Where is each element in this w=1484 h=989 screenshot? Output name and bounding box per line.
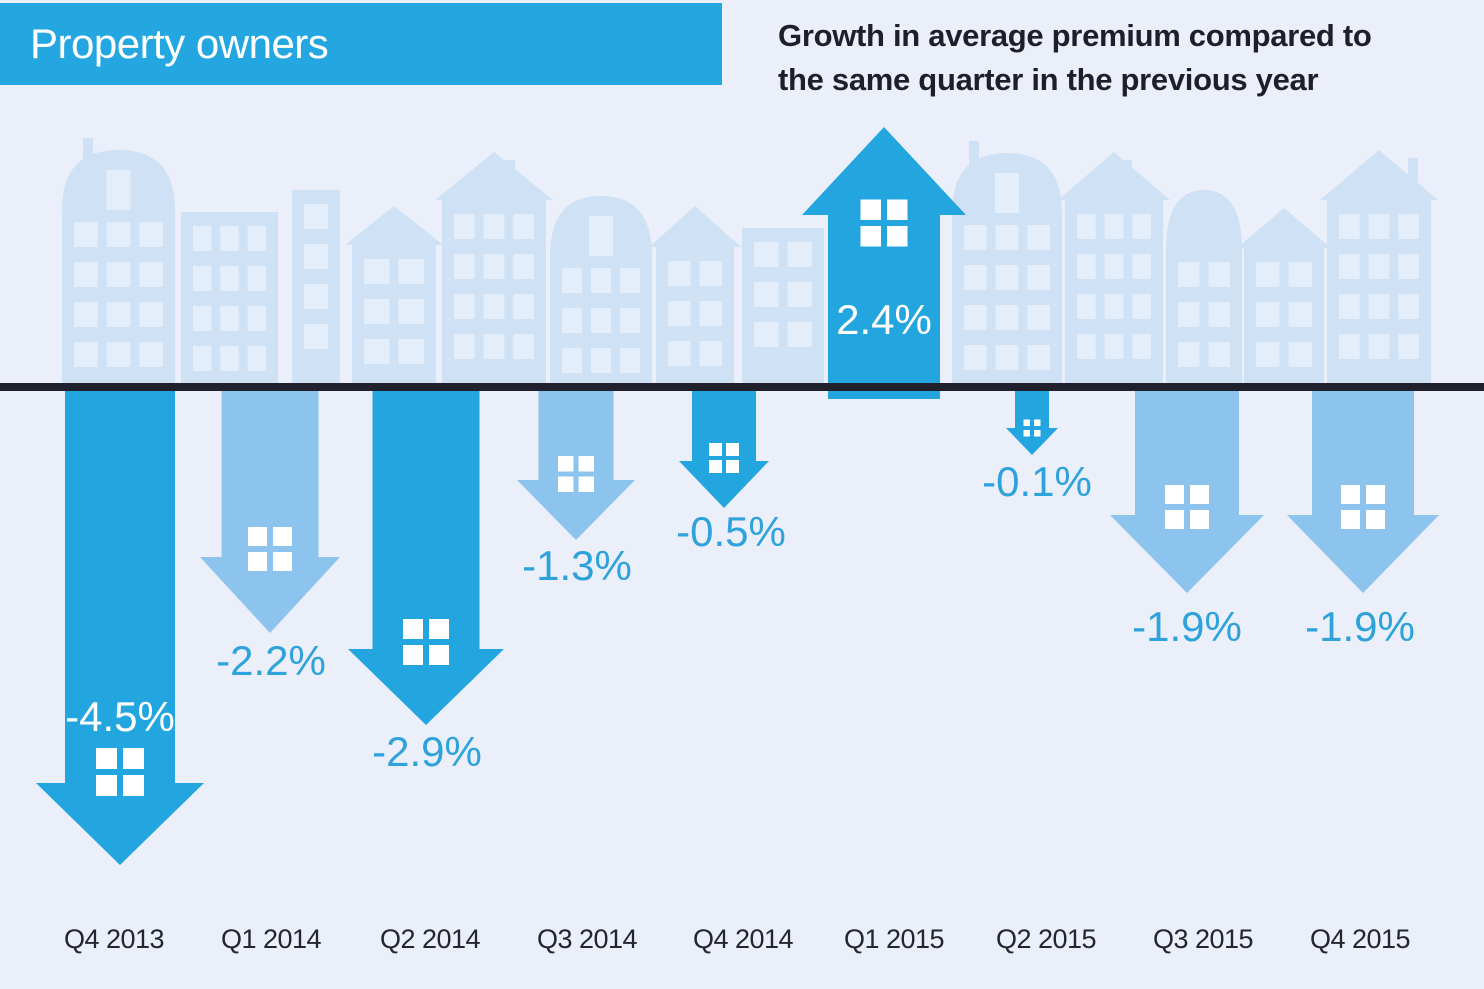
x-axis-label: Q2 2015 xyxy=(995,924,1097,954)
arrow-q2-2014: -2.9% xyxy=(348,383,504,775)
value-label: -0.1% xyxy=(982,458,1092,505)
building-silhouette xyxy=(1320,150,1438,383)
house-window-icon xyxy=(1023,419,1041,437)
chart-title: Growth in average premium compared to th… xyxy=(778,14,1468,102)
house-window-icon xyxy=(1165,485,1209,529)
house-window-icon xyxy=(403,619,449,665)
arrow-q4-2014: -0.5% xyxy=(676,383,786,555)
value-label: -2.9% xyxy=(372,728,482,775)
value-label: 2.4% xyxy=(836,296,932,343)
x-axis-label: Q2 2014 xyxy=(379,924,481,954)
x-axis-label: Q1 2015 xyxy=(843,924,945,954)
building-silhouette xyxy=(550,196,652,383)
x-axis-label: Q4 2013 xyxy=(63,924,165,954)
building-silhouette xyxy=(292,190,340,383)
house-window-icon xyxy=(96,748,144,796)
building-silhouette xyxy=(649,206,741,383)
arrow-q2-2015: -0.1% xyxy=(982,383,1092,505)
building-silhouette xyxy=(62,138,175,383)
value-label: -2.2% xyxy=(216,637,326,684)
chart-title-line2: the same quarter in the previous year xyxy=(778,62,1319,97)
house-window-icon xyxy=(860,199,908,247)
chart-title-line1: Growth in average premium compared to xyxy=(778,18,1372,53)
value-label: -1.9% xyxy=(1132,603,1242,650)
building-silhouette xyxy=(345,206,443,383)
x-axis-label: Q1 2014 xyxy=(220,924,322,954)
building-silhouette xyxy=(742,228,824,383)
value-label: -1.9% xyxy=(1305,603,1415,650)
arrow-q1-2014: -2.2% xyxy=(200,383,340,684)
building-silhouette xyxy=(181,212,278,383)
x-axis-label: Q3 2014 xyxy=(536,924,638,954)
value-label: -0.5% xyxy=(676,508,786,555)
x-axis-label: Q4 2015 xyxy=(1309,924,1411,954)
x-axis-label: Q3 2015 xyxy=(1152,924,1254,954)
building-silhouette xyxy=(1166,190,1242,383)
arrow-q4-2015: -1.9% xyxy=(1287,383,1439,650)
building-silhouette xyxy=(1237,208,1331,383)
house-window-icon xyxy=(558,456,594,492)
arrow-q3-2015: -1.9% xyxy=(1110,383,1264,650)
banner-title: Property owners xyxy=(30,20,329,67)
x-axis-label: Q4 2014 xyxy=(692,924,794,954)
building-silhouette xyxy=(1058,152,1170,383)
banner: Property owners xyxy=(0,3,722,85)
zero-baseline xyxy=(0,383,1484,391)
arrow-q3-2014: -1.3% xyxy=(517,383,635,589)
house-window-icon xyxy=(709,443,739,473)
house-window-icon xyxy=(248,527,292,571)
building-silhouette xyxy=(952,141,1062,383)
value-label: -1.3% xyxy=(522,542,632,589)
building-silhouette xyxy=(435,152,553,383)
value-label: -4.5% xyxy=(65,693,175,740)
house-window-icon xyxy=(1341,485,1385,529)
arrow-q4-2013: -4.5% xyxy=(36,383,204,865)
arrow-q1-2015: 2.4% xyxy=(802,127,966,399)
